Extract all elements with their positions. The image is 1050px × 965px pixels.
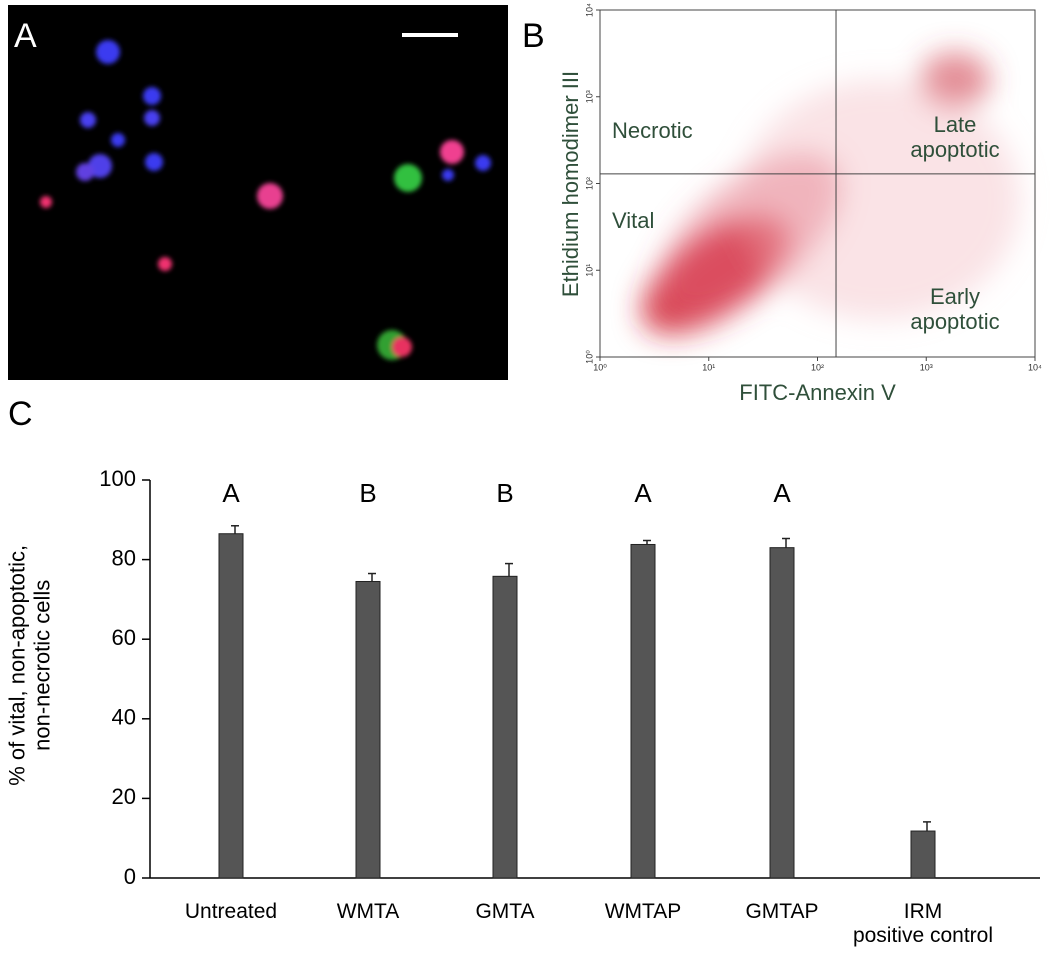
- y-tick-label: 10²: [584, 177, 594, 190]
- scatter-cloud: [641, 52, 1020, 334]
- x-tick-label: GMTAP: [745, 900, 819, 923]
- significance-letter: B: [496, 478, 513, 508]
- significance-letter: A: [634, 478, 652, 508]
- x-tick-label: 10⁰: [593, 362, 607, 372]
- bar: [910, 830, 936, 879]
- quadrant-label: Late apoptotic: [910, 112, 1000, 163]
- x-tick-label: IRM positive control: [852, 900, 994, 948]
- panel-label: A: [14, 17, 37, 55]
- panel-label: B: [522, 17, 545, 55]
- bar: [492, 575, 518, 879]
- x-tick-label: WMTA: [336, 900, 400, 923]
- bar: [769, 547, 795, 879]
- x-axis-label: FITC-Annexin V: [739, 380, 896, 405]
- x-tick-label: GMTA: [475, 900, 535, 923]
- y-tick-label: 60: [112, 625, 136, 650]
- y-tick-label: 10⁴: [584, 3, 594, 17]
- x-tick-label: Untreated: [184, 900, 278, 923]
- quadrant-label: Necrotic: [612, 118, 693, 143]
- significance-letter: B: [359, 478, 376, 508]
- bar: [355, 580, 381, 879]
- x-tick-label: 10¹: [702, 362, 715, 372]
- significance-letter: A: [773, 478, 791, 508]
- y-tick-label: 100: [99, 466, 136, 491]
- significance-letter: A: [222, 478, 240, 508]
- y-axis-label: Ethidium homodimer III: [558, 71, 583, 297]
- x-tick-label: 10³: [920, 362, 933, 372]
- y-tick-label: 10¹: [584, 264, 594, 277]
- y-tick-label: 20: [112, 784, 136, 809]
- y-tick-label: 10⁰: [584, 350, 594, 364]
- bar: [630, 543, 656, 879]
- y-axis-label: % of vital, non-apoptotic, non-necrotic …: [4, 544, 55, 786]
- y-tick-label: 40: [112, 705, 136, 730]
- y-tick-label: 0: [124, 864, 136, 889]
- panel-label: C: [8, 395, 33, 433]
- x-tick-label: WMTAP: [604, 900, 682, 923]
- y-tick-label: 10³: [584, 90, 594, 103]
- x-tick-label: 10⁴: [1028, 362, 1042, 372]
- x-tick-label: 10²: [811, 362, 824, 372]
- quadrant-label: Vital: [612, 208, 655, 233]
- quadrant-label: Early apoptotic: [910, 284, 1000, 335]
- micrograph: [8, 5, 508, 380]
- y-tick-label: 80: [112, 545, 136, 570]
- bar: [218, 533, 244, 879]
